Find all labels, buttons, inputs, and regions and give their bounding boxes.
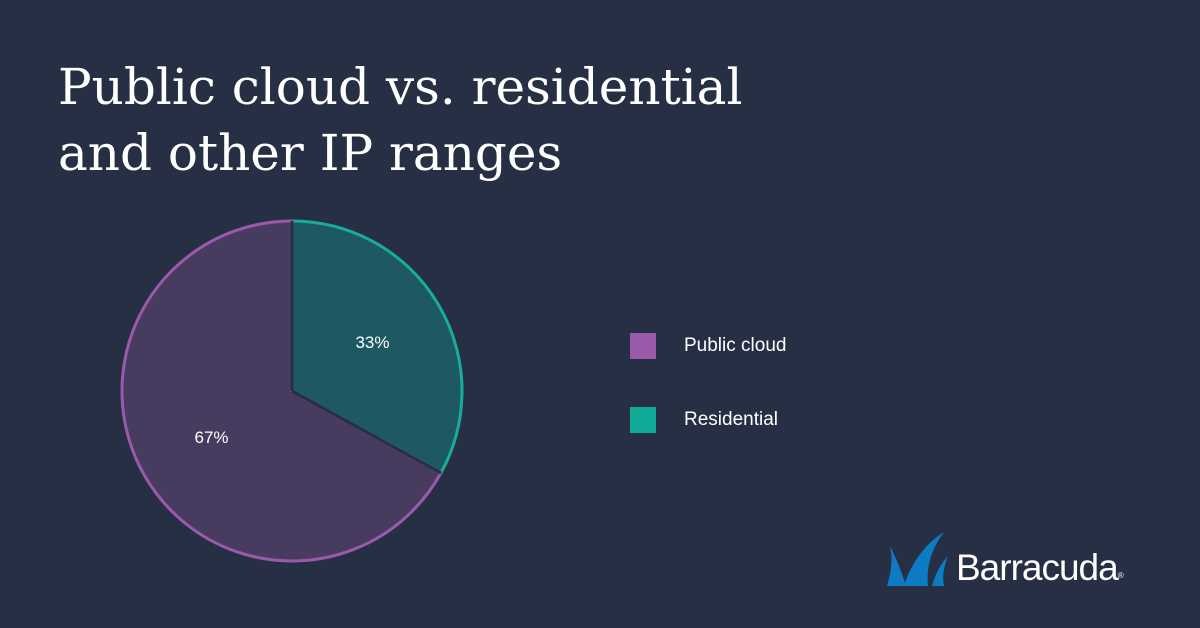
barracuda-logo: Barracuda® — [884, 528, 1144, 590]
brand-name: Barracuda — [956, 547, 1119, 588]
pie-label-public-cloud: 67% — [195, 428, 229, 447]
pie-separator-line — [291, 389, 442, 475]
pie-slice-residential — [290, 219, 464, 475]
pie-slice-public-cloud — [120, 219, 444, 563]
chart-title-line-1: Public cloud vs. residential — [58, 58, 743, 116]
chart-title-line-2: and other IP ranges — [58, 124, 563, 182]
chart-title: Public cloud vs. residential and other I… — [58, 54, 958, 186]
barracuda-fin-icon — [887, 532, 948, 586]
legend-swatch-residential — [630, 407, 656, 433]
legend: Public cloud Residential — [630, 333, 786, 481]
legend-item-public-cloud: Public cloud — [630, 333, 786, 359]
legend-swatch-public-cloud — [630, 333, 656, 359]
trademark-symbol: ® — [1117, 571, 1124, 580]
pie-label-residential: 33% — [355, 333, 389, 352]
legend-label-residential: Residential — [684, 409, 778, 430]
legend-label-public-cloud: Public cloud — [684, 335, 787, 356]
legend-item-residential: Residential — [630, 407, 786, 433]
barracuda-wordmark: Barracuda® — [956, 547, 1124, 598]
